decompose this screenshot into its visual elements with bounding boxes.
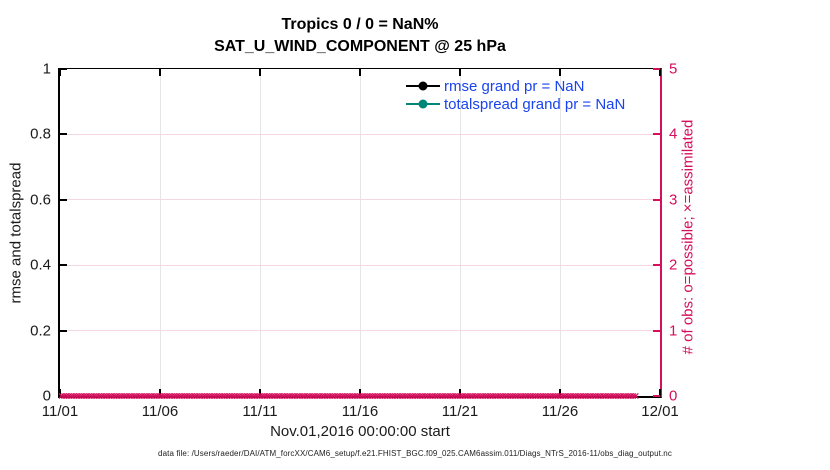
horizontal-gridline (60, 330, 660, 332)
left-tick-mark (60, 395, 67, 397)
left-y-tick-label: 0.2 (30, 322, 51, 340)
plot-title-line1: Tropics 0 / 0 = NaN% (281, 16, 439, 33)
rmse-marker-dot (418, 81, 428, 91)
x-tick-mark-top (359, 69, 361, 76)
totalspread-line-sample (406, 99, 440, 109)
left-tick-mark (60, 264, 67, 267)
left-y-tick-label: 1 (42, 60, 51, 78)
rmse-line-sample (406, 81, 440, 91)
right-tick-mark (653, 264, 660, 267)
vertical-gridline (159, 69, 161, 396)
x-tick-mark-top (259, 69, 261, 76)
right-tick-mark (653, 395, 660, 397)
x-tick-mark-bottom (459, 389, 461, 396)
legend-label-rmse: rmse grand pr = NaN (444, 77, 585, 95)
vertical-gridline (359, 69, 361, 396)
x-tick-mark-top (559, 69, 561, 76)
legend-label-totalspread: totalspread grand pr = NaN (444, 95, 626, 113)
right-y-tick-label: 0 (669, 387, 678, 405)
horizontal-gridline (60, 264, 660, 266)
x-tick-label: 11/11 (242, 403, 278, 420)
left-y-tick-label: 0 (42, 387, 51, 405)
legend: rmse grand pr = NaN totalspread grand pr… (406, 77, 625, 113)
right-y-tick-label: 1 (669, 322, 678, 340)
vertical-gridline (559, 69, 561, 396)
horizontal-gridline (60, 199, 660, 201)
x-tick-mark-bottom (559, 389, 561, 396)
x-tick-mark-bottom (159, 389, 161, 396)
left-tick-mark (60, 68, 67, 70)
vertical-gridline (459, 69, 461, 396)
x-tick-mark-top (159, 69, 161, 76)
left-y-tick-label: 0.8 (30, 125, 51, 143)
right-y-tick-label: 3 (669, 191, 678, 209)
left-tick-mark (60, 133, 67, 136)
x-tick-mark-bottom (659, 389, 661, 396)
left-tick-mark (60, 329, 67, 332)
totalspread-marker-dot (418, 99, 428, 109)
x-tick-label: 11/21 (441, 403, 479, 420)
legend-item-totalspread: totalspread grand pr = NaN (406, 95, 625, 113)
data-file-path: data file: /Users/raeder/DAI/ATM_forcXX/… (158, 449, 672, 458)
right-y-tick-label: 5 (669, 60, 678, 78)
x-tick-mark-bottom (359, 389, 361, 396)
right-y-tick-label: 2 (669, 256, 678, 274)
left-y-tick-label: 0.6 (30, 191, 51, 209)
x-axis-label: Nov.01,2016 00:00:00 start (270, 423, 450, 440)
x-tick-mark-bottom (259, 389, 261, 396)
x-tick-mark-bottom (59, 389, 61, 396)
x-tick-mark-top (59, 69, 61, 76)
x-tick-label: 11/06 (141, 403, 179, 420)
x-tick-label: 11/01 (41, 403, 79, 420)
x-tick-label: 12/01 (641, 403, 679, 420)
right-tick-mark (653, 133, 660, 136)
vertical-gridline (259, 69, 261, 396)
x-tick-mark-top (459, 69, 461, 76)
left-tick-mark (60, 198, 67, 201)
horizontal-gridline (60, 133, 660, 135)
plot-title-line2: SAT_U_WIND_COMPONENT @ 25 hPa (214, 38, 506, 55)
right-tick-mark (653, 68, 660, 70)
x-tick-label: 11/26 (541, 403, 579, 420)
left-y-tick-label: 0.4 (30, 256, 51, 274)
x-tick-label: 11/16 (341, 403, 379, 420)
left-y-axis-label: rmse and totalspread (7, 162, 25, 304)
title-block: Tropics 0 / 0 = NaN% SAT_U_WIND_COMPONEN… (58, 14, 662, 58)
legend-item-rmse: rmse grand pr = NaN (406, 77, 625, 95)
right-tick-mark (653, 198, 660, 201)
plot-area: 11/01 11/06 11/11 11/16 11/21 11/26 12/01 0 0.2 0… (30, 61, 679, 421)
right-y-tick-label: 4 (669, 125, 678, 143)
right-tick-mark (653, 329, 660, 332)
right-y-axis-label: # of obs: o=possible; ×=assimilated (679, 119, 697, 355)
x-tick-mark-top (659, 69, 661, 76)
